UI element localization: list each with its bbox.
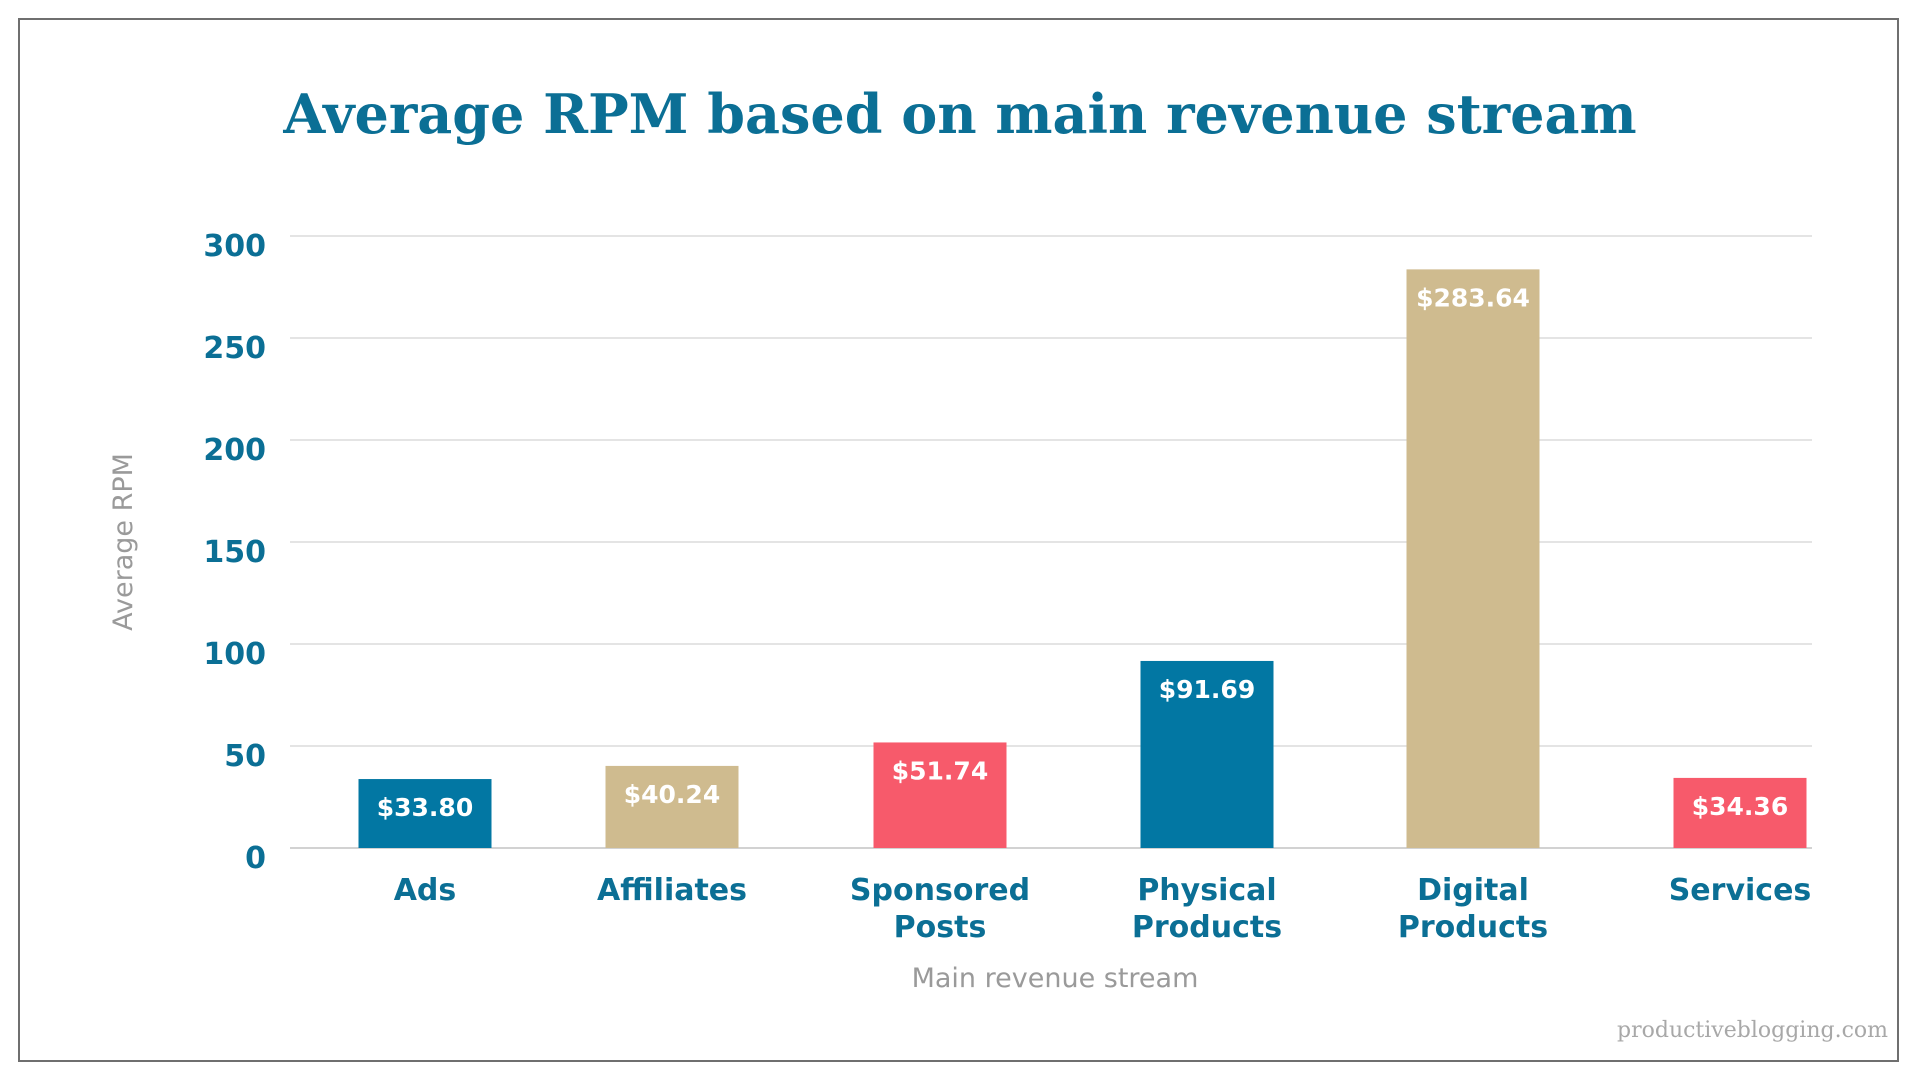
x-category-label-line: Digital: [1417, 873, 1529, 908]
x-category-label-line: Ads: [394, 873, 457, 908]
y-tick-label: 150: [203, 535, 266, 570]
bar-data-label: $283.64: [1416, 283, 1530, 312]
x-category-label-line: Physical: [1137, 873, 1276, 908]
x-category-label: Sponsored Posts: [850, 873, 1030, 945]
chart-frame: [18, 18, 1899, 1062]
bar: [605, 765, 739, 848]
y-tick-label: 250: [203, 331, 266, 366]
bar-data-label: $91.69: [1159, 675, 1255, 704]
x-category-label-line: Services: [1669, 873, 1812, 908]
x-category-label: Physical Products: [1132, 873, 1282, 945]
x-category-label-line: Products: [1398, 910, 1548, 945]
watermark: productiveblogging.com: [1617, 1018, 1888, 1043]
y-axis-ticks: 0 50 100 150 200 250 300: [203, 229, 266, 876]
bar: [1406, 269, 1540, 848]
y-axis-title: Average RPM: [108, 453, 139, 631]
y-tick-label: 0: [245, 841, 266, 876]
bar-data-label: $33.80: [377, 793, 473, 822]
y-tick-label: 200: [203, 433, 266, 468]
x-category-label: Services: [1669, 873, 1812, 908]
x-category-label: Affiliates: [597, 873, 747, 908]
x-category-label-line: Products: [1132, 910, 1282, 945]
x-category-label: Ads: [394, 873, 457, 908]
bar: [358, 779, 492, 848]
bar: [1140, 660, 1274, 848]
chart-title: Average RPM based on main revenue stream: [283, 82, 1637, 146]
y-tick-label: 300: [203, 229, 266, 264]
x-category-label: Digital Products: [1398, 873, 1548, 945]
y-tick-label: 50: [224, 739, 266, 774]
bar-data-labels: $33.80 $40.24 $51.74 $91.69 $283.64 $34.36: [377, 283, 1788, 822]
x-axis-title: Main revenue stream: [912, 963, 1199, 994]
bar: [1673, 777, 1807, 848]
bar-data-label: $34.36: [1692, 792, 1788, 821]
x-category-label-line: Posts: [894, 910, 987, 945]
gridlines: [290, 235, 1812, 849]
bar: [873, 742, 1007, 848]
y-tick-label: 100: [203, 637, 266, 672]
bar-data-label: $40.24: [624, 780, 720, 809]
bar-data-label: $51.74: [892, 756, 988, 785]
bars: [358, 269, 1807, 848]
x-category-label-line: Sponsored: [850, 873, 1030, 908]
x-category-label-line: Affiliates: [597, 873, 747, 908]
